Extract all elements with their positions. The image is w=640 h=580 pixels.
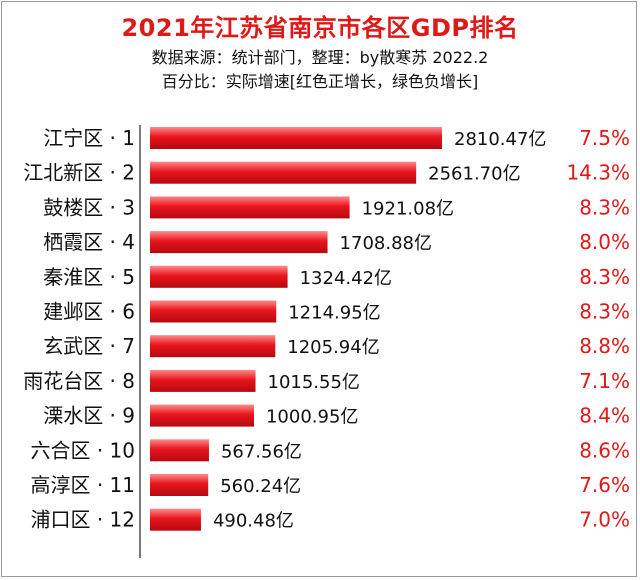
chart-title: 2021年江苏省南京市各区GDP排名 [121, 14, 519, 42]
category-label: 溧水区 · 9 [43, 404, 135, 428]
value-label: 567.56亿 [221, 441, 302, 462]
category-label: 栖霞区 · 4 [43, 230, 135, 254]
growth-label: 8.3% [579, 265, 630, 289]
growth-label: 7.6% [579, 473, 630, 497]
category-label: 秦淮区 · 5 [43, 265, 135, 289]
bar [150, 335, 276, 358]
category-label: 高淳区 · 11 [30, 473, 135, 497]
value-label: 1015.55亿 [268, 372, 360, 393]
value-label: 1921.08亿 [362, 198, 454, 219]
value-label: 1000.95亿 [266, 407, 358, 428]
growth-label: 7.5% [579, 126, 630, 150]
category-label: 玄武区 · 7 [43, 334, 135, 358]
chart-subtitle-legend: 百分比：实际增速[红色正增长，绿色负增长] [161, 72, 479, 91]
growth-label: 8.3% [579, 195, 630, 219]
value-label: 490.48亿 [213, 511, 294, 532]
category-label: 雨花台区 · 8 [23, 369, 135, 393]
category-label: 江宁区 · 1 [43, 126, 135, 150]
category-label: 鼓楼区 · 3 [43, 195, 135, 219]
bar [150, 196, 350, 219]
category-label: 六合区 · 10 [30, 438, 135, 462]
growth-label: 8.0% [579, 230, 630, 254]
growth-label: 8.4% [579, 404, 630, 428]
value-label: 1214.95亿 [288, 303, 380, 324]
value-label: 2561.70亿 [428, 164, 520, 185]
growth-label: 7.0% [579, 508, 630, 532]
growth-label: 8.3% [579, 300, 630, 324]
growth-label: 8.6% [579, 438, 630, 462]
category-label: 建邺区 · 6 [43, 300, 135, 324]
category-label: 江北新区 · 2 [23, 161, 135, 185]
bar [150, 474, 209, 496]
bar [150, 161, 417, 184]
bar [150, 127, 442, 149]
value-label: 1324.42亿 [300, 268, 392, 289]
category-label: 浦口区 · 12 [30, 508, 135, 532]
bar [150, 508, 201, 531]
bar [150, 404, 254, 427]
bar [150, 265, 288, 288]
bar [150, 439, 209, 462]
bar [150, 300, 277, 323]
value-label: 560.24亿 [220, 476, 301, 497]
bar [150, 369, 256, 392]
value-label: 1205.94亿 [287, 337, 379, 358]
growth-label: 14.3% [566, 161, 630, 185]
value-label: 1708.88亿 [340, 233, 432, 254]
bar [150, 231, 328, 254]
growth-label: 8.8% [579, 334, 630, 358]
chart-subtitle-source: 数据来源：统计部门，整理：by散寒苏 2022.2 [151, 48, 489, 67]
value-label: 2810.47亿 [454, 129, 546, 150]
growth-label: 7.1% [579, 369, 630, 393]
